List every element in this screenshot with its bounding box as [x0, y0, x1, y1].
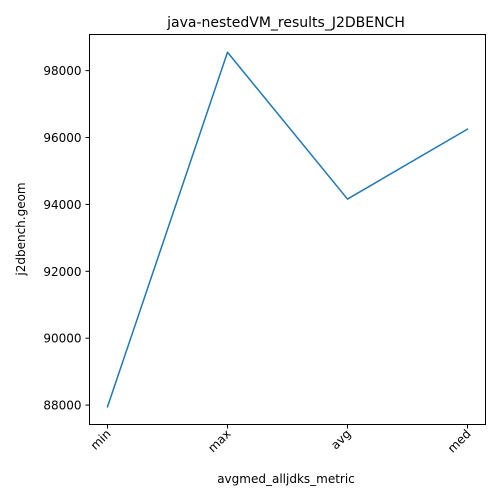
y-tick-label: 92000 [43, 265, 81, 279]
x-tick-label: med [445, 427, 474, 456]
y-tick-label: 98000 [43, 64, 81, 78]
y-tick-label: 94000 [43, 198, 81, 212]
x-axis: min max avg med [88, 424, 474, 456]
series-line [106, 51, 469, 408]
y-axis: 88000 90000 92000 94000 96000 98000 [43, 64, 90, 413]
y-tick-label: 90000 [43, 332, 81, 346]
x-tick-label: max [205, 427, 233, 455]
series-layer [106, 51, 469, 408]
chart-title: java-nestedVM_results_J2DBENCH [166, 15, 405, 31]
x-tick-label: min [88, 427, 114, 453]
x-axis-label: avgmed_alljdks_metric [217, 472, 355, 486]
y-axis-label: j2dbench.geom [14, 182, 28, 276]
y-tick-label: 96000 [43, 131, 81, 145]
x-tick-label: avg [328, 427, 354, 453]
plot-area [89, 34, 486, 425]
y-tick-label: 88000 [43, 399, 81, 413]
